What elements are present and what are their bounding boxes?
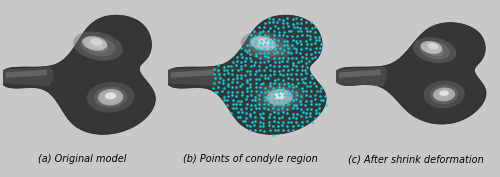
Ellipse shape (255, 82, 304, 112)
Ellipse shape (266, 89, 293, 105)
Polygon shape (334, 23, 486, 124)
Polygon shape (171, 70, 214, 78)
Ellipse shape (429, 47, 440, 53)
Ellipse shape (262, 87, 297, 108)
Ellipse shape (94, 87, 128, 108)
Ellipse shape (435, 88, 454, 101)
Text: (a) Original model: (a) Original model (38, 154, 126, 164)
Ellipse shape (420, 41, 450, 59)
Ellipse shape (258, 38, 272, 46)
Polygon shape (336, 67, 387, 86)
Ellipse shape (92, 42, 104, 50)
Ellipse shape (248, 36, 284, 56)
Ellipse shape (86, 40, 109, 53)
Ellipse shape (420, 41, 442, 54)
Text: (b) Points of condyle region: (b) Points of condyle region (182, 154, 318, 164)
Ellipse shape (274, 92, 285, 99)
Ellipse shape (274, 93, 286, 101)
Ellipse shape (105, 92, 116, 99)
Ellipse shape (82, 36, 107, 51)
Ellipse shape (425, 44, 444, 56)
Polygon shape (6, 70, 47, 78)
Ellipse shape (90, 38, 102, 46)
Polygon shape (339, 70, 380, 78)
Ellipse shape (413, 37, 457, 63)
Ellipse shape (250, 36, 276, 51)
Ellipse shape (430, 85, 458, 104)
Ellipse shape (260, 42, 273, 50)
Polygon shape (168, 67, 220, 86)
Ellipse shape (100, 90, 122, 104)
Ellipse shape (428, 43, 438, 49)
Ellipse shape (440, 90, 449, 96)
Ellipse shape (255, 40, 278, 53)
Ellipse shape (73, 32, 123, 61)
Ellipse shape (104, 93, 117, 101)
Ellipse shape (433, 87, 455, 101)
Text: (c) After shrink deformation: (c) After shrink deformation (348, 154, 484, 164)
Polygon shape (2, 67, 54, 86)
Ellipse shape (268, 90, 291, 104)
Ellipse shape (240, 32, 292, 61)
Polygon shape (166, 15, 326, 134)
Polygon shape (0, 15, 156, 134)
Ellipse shape (424, 81, 465, 108)
Ellipse shape (98, 89, 124, 105)
Ellipse shape (80, 36, 116, 56)
Ellipse shape (439, 91, 450, 98)
Ellipse shape (87, 82, 134, 112)
